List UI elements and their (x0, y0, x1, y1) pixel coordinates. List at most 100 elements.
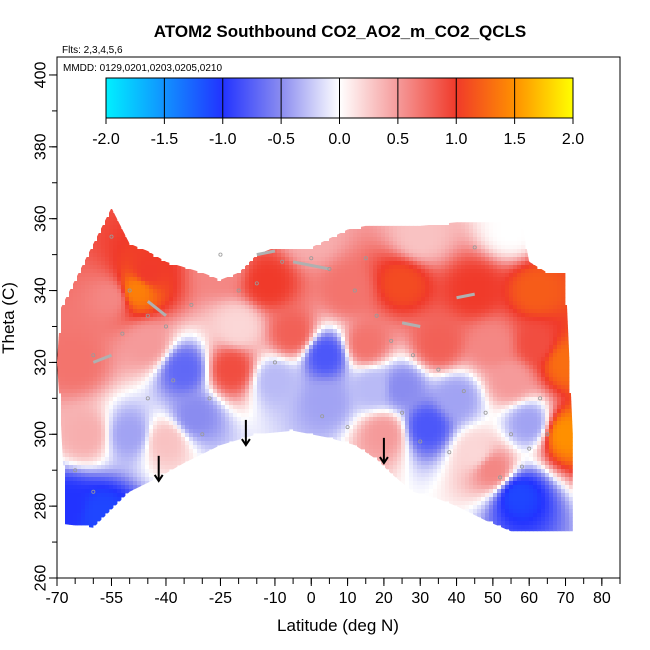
heatmap-cell (105, 377, 110, 382)
heatmap-cell (445, 381, 450, 386)
heatmap-cell (105, 401, 110, 406)
heatmap-cell (401, 381, 406, 386)
heatmap-cell (565, 393, 570, 398)
heatmap-cell (433, 313, 438, 318)
heatmap-cell (325, 397, 330, 402)
heatmap-cell (533, 397, 538, 402)
heatmap-cell (133, 313, 138, 318)
heatmap-cell (481, 265, 486, 270)
heatmap-cell (297, 345, 302, 350)
heatmap-cell (333, 373, 338, 378)
heatmap-cell (189, 397, 194, 402)
heatmap-cell (545, 297, 550, 302)
heatmap-cell (101, 381, 106, 386)
heatmap-cell (165, 265, 170, 270)
heatmap-cell (165, 389, 170, 394)
heatmap-cell (101, 233, 106, 238)
heatmap-cell (141, 285, 146, 290)
heatmap-cell (265, 365, 270, 370)
heatmap-cell (353, 369, 358, 374)
heatmap-cell (145, 277, 150, 282)
heatmap-cell (105, 285, 110, 290)
heatmap-cell (165, 381, 170, 386)
heatmap-cell (513, 265, 518, 270)
heatmap-cell (273, 313, 278, 318)
heatmap-cell (145, 293, 150, 298)
heatmap-cell (129, 401, 134, 406)
heatmap-cell (381, 361, 386, 366)
heatmap-cell (361, 237, 366, 242)
heatmap-cell (269, 361, 274, 366)
heatmap-cell (229, 377, 234, 382)
flights-note: Flts: 2,3,4,5,6 (62, 45, 123, 56)
heatmap-cell (273, 269, 278, 274)
heatmap-cell (173, 389, 178, 394)
heatmap-cell (105, 361, 110, 366)
heatmap-cell (489, 281, 494, 286)
heatmap-cell (481, 389, 486, 394)
heatmap-cell (557, 393, 562, 398)
heatmap-cell (477, 329, 482, 334)
heatmap-cell (365, 241, 370, 246)
heatmap-cell (461, 305, 466, 310)
heatmap-cell (485, 313, 490, 318)
heatmap-cell (181, 377, 186, 382)
heatmap-cell (249, 277, 254, 282)
heatmap-cell (381, 309, 386, 314)
heatmap-cell (441, 285, 446, 290)
heatmap-cell (389, 277, 394, 282)
heatmap-cell (213, 289, 218, 294)
heatmap-cell (385, 353, 390, 358)
heatmap-cell (205, 357, 210, 362)
heatmap-cell (397, 361, 402, 366)
heatmap-cell (353, 305, 358, 310)
heatmap-cell (173, 313, 178, 318)
heatmap-cell (365, 313, 370, 318)
heatmap-cell (553, 329, 558, 334)
heatmap-cell (513, 365, 518, 370)
heatmap-cell (389, 313, 394, 318)
heatmap-cell (397, 305, 402, 310)
heatmap-cell (397, 245, 402, 250)
heatmap-cell (237, 297, 242, 302)
heatmap-cell (437, 365, 442, 370)
heatmap-cell (353, 309, 358, 314)
heatmap-cell (65, 321, 70, 326)
heatmap-cell (477, 377, 482, 382)
heatmap-cell (269, 333, 274, 338)
heatmap-cell (449, 377, 454, 382)
heatmap-cell (197, 285, 202, 290)
heatmap-cell (337, 285, 342, 290)
heatmap-cell (505, 317, 510, 322)
heatmap-cell (553, 377, 558, 382)
heatmap-cell (149, 345, 154, 350)
heatmap-cell (457, 353, 462, 358)
heatmap-cell (449, 397, 454, 402)
heatmap-cell (353, 253, 358, 258)
heatmap-cell (233, 373, 238, 378)
heatmap-cell (81, 353, 86, 358)
heatmap-cell (225, 277, 230, 282)
heatmap-cell (81, 377, 86, 382)
heatmap-cell (449, 249, 454, 254)
heatmap-cell (213, 389, 218, 394)
heatmap-cell (225, 297, 230, 302)
heatmap-cell (213, 385, 218, 390)
heatmap-cell (285, 273, 290, 278)
heatmap-cell (185, 297, 190, 302)
heatmap-cell (293, 249, 298, 254)
heatmap-cell (565, 353, 570, 358)
heatmap-cell (205, 353, 210, 358)
heatmap-cell (317, 361, 322, 366)
heatmap-cell (225, 397, 230, 402)
heatmap-cell (473, 373, 478, 378)
heatmap-cell (409, 281, 414, 286)
heatmap-cell (425, 249, 430, 254)
heatmap-cell (325, 301, 330, 306)
heatmap-cell (257, 345, 262, 350)
heatmap-cell (389, 329, 394, 334)
heatmap-cell (461, 301, 466, 306)
heatmap-cell (133, 269, 138, 274)
heatmap-cell (349, 329, 354, 334)
heatmap-cell (345, 373, 350, 378)
